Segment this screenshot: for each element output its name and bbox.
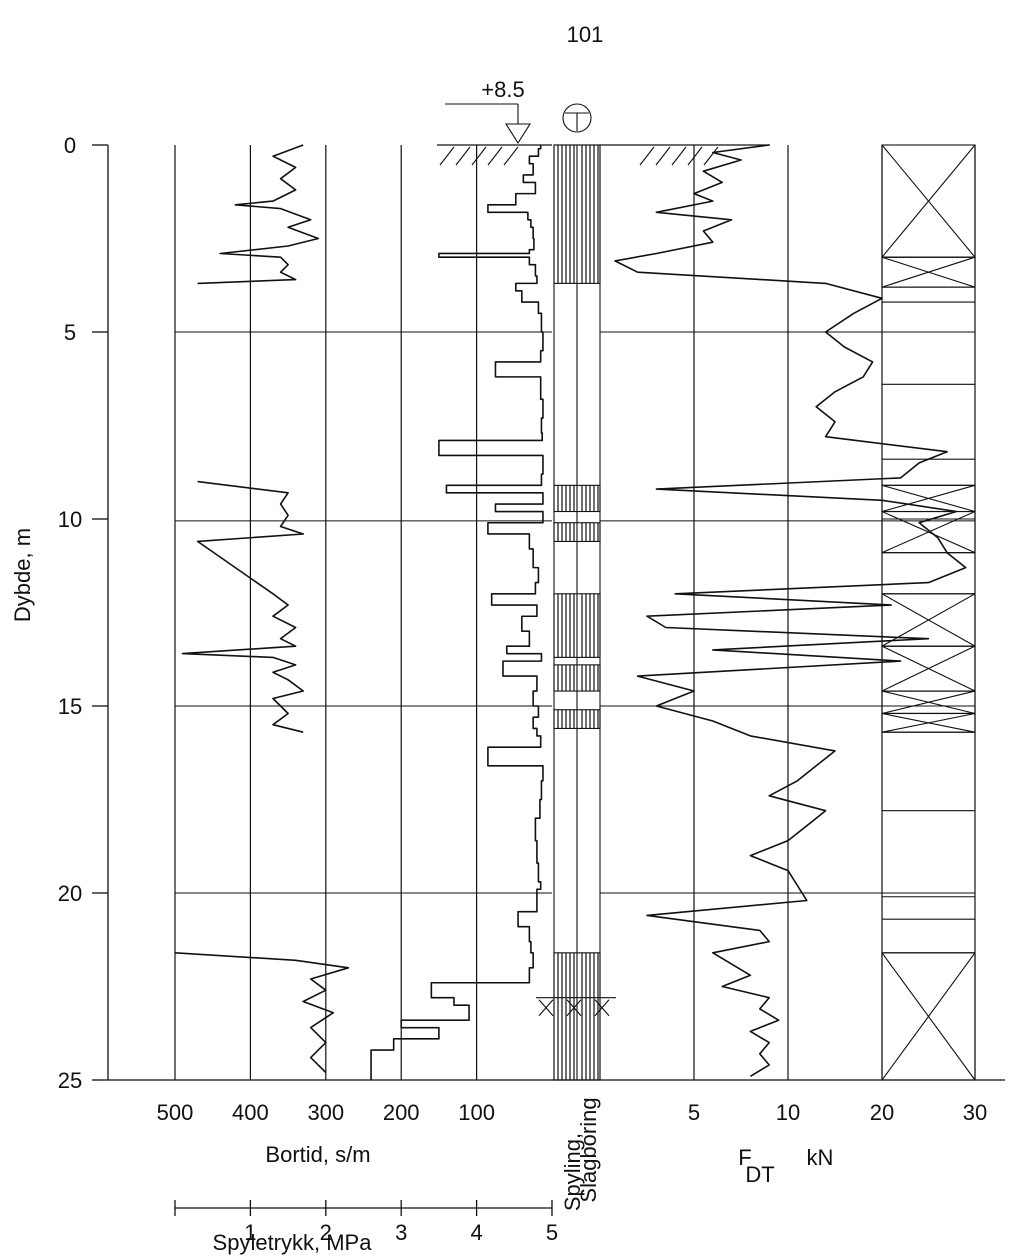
resistance-cross bbox=[881, 593, 976, 647]
fdt-axis-label: F bbox=[738, 1145, 751, 1170]
spyletrykk-tick-label: 3 bbox=[395, 1220, 407, 1245]
spyletrykk-axis-label: Spyletrykk, MPa bbox=[213, 1230, 373, 1255]
bortid-series-line bbox=[370, 145, 544, 1080]
resistance-cross bbox=[881, 484, 976, 513]
fdt-ground-hatch bbox=[687, 146, 703, 166]
depth-tick-label: 5 bbox=[64, 320, 76, 345]
ground-hatch bbox=[487, 146, 503, 166]
resistance-cross bbox=[881, 712, 976, 733]
method-column bbox=[553, 144, 601, 1081]
method-symbol-circle bbox=[562, 103, 592, 133]
spyletrykk-tick-label: 5 bbox=[546, 1220, 558, 1245]
resistance-cross bbox=[881, 690, 976, 715]
method-hatched-interval bbox=[553, 664, 601, 692]
fdt-ground-hatch bbox=[671, 146, 687, 166]
bortid-tick-label: 500 bbox=[157, 1100, 194, 1125]
fdt-tick-label: 10 bbox=[776, 1100, 800, 1125]
stop-mark-cross bbox=[538, 999, 554, 1017]
spyletrykk-tick-label: 4 bbox=[470, 1220, 482, 1245]
fdt-axis-unit: kN bbox=[807, 1145, 834, 1170]
water-level-label: +8.5 bbox=[481, 77, 524, 102]
method-label-bottom: Slagboring bbox=[576, 1097, 601, 1202]
fdt-ground-hatch bbox=[655, 146, 671, 166]
resistance-crossed-box bbox=[881, 952, 976, 1081]
bortid-tick-label: 200 bbox=[383, 1100, 420, 1125]
depth-tick-label: 15 bbox=[58, 694, 82, 719]
spyletrykk-series-line bbox=[174, 144, 350, 1074]
chart-title: 101 bbox=[567, 22, 604, 47]
resistance-crossed-box bbox=[881, 510, 976, 554]
depth-tick-label: 10 bbox=[58, 507, 82, 532]
bortid-axis-label: Bortid, s/m bbox=[265, 1142, 370, 1167]
fdt-ground-hatch bbox=[639, 146, 655, 166]
resistance-column bbox=[881, 144, 976, 1081]
spyletrykk-tick-label: 1 bbox=[244, 1220, 256, 1245]
method-hatched-interval bbox=[553, 144, 601, 284]
fdt-axis-subscript: DT bbox=[745, 1162, 774, 1187]
method-hatched-interval bbox=[553, 484, 601, 513]
resistance-cross bbox=[881, 256, 976, 288]
water-level-triangle bbox=[505, 123, 531, 145]
method-hatched-interval bbox=[553, 522, 601, 542]
method-label-top: Spyling, bbox=[560, 1133, 585, 1211]
resistance-cross bbox=[881, 645, 976, 692]
ground-hatch bbox=[471, 146, 487, 166]
method-hatched-interval bbox=[553, 709, 601, 729]
resistance-crossed-box bbox=[881, 256, 976, 288]
resistance-crossed-box bbox=[881, 712, 976, 733]
resistance-cross bbox=[881, 511, 976, 554]
fdt-tick-label: 5 bbox=[688, 1100, 700, 1125]
fdt-ground-hatch bbox=[703, 146, 719, 166]
stop-mark-cross bbox=[566, 999, 582, 1017]
bortid-tick-label: 300 bbox=[307, 1100, 344, 1125]
depth-tick-label: 25 bbox=[58, 1068, 82, 1093]
depth-tick-label: 0 bbox=[64, 133, 76, 158]
resistance-cross bbox=[881, 144, 976, 258]
ground-hatch bbox=[455, 146, 471, 166]
depth-tick-label: 20 bbox=[58, 881, 82, 906]
fdt-tick-label: 30 bbox=[963, 1100, 987, 1125]
stop-mark-cross bbox=[594, 999, 610, 1017]
ground-hatch bbox=[439, 146, 455, 166]
ground-hatch bbox=[503, 146, 519, 166]
resistance-cross bbox=[881, 952, 976, 1081]
fdt-tick-label: 20 bbox=[870, 1100, 894, 1125]
method-hatched-interval bbox=[553, 952, 601, 1081]
method-hatched-interval bbox=[553, 593, 601, 658]
bortid-tick-label: 400 bbox=[232, 1100, 269, 1125]
fdt-series-line bbox=[614, 144, 967, 1077]
y-axis-label: Dybde, m bbox=[10, 528, 35, 622]
spyletrykk-tick-label: 2 bbox=[320, 1220, 332, 1245]
bortid-tick-label: 100 bbox=[458, 1100, 495, 1125]
